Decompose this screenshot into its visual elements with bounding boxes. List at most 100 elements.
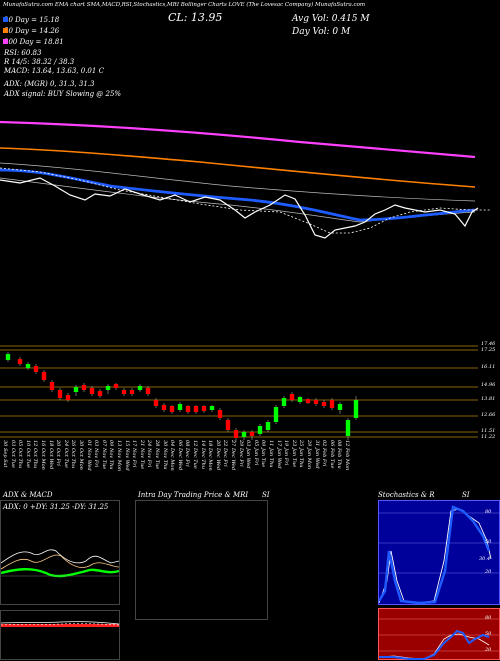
candle-body	[329, 400, 335, 408]
stoch-si-label: SI	[462, 491, 470, 499]
candle-body	[49, 382, 55, 390]
stoch-label: R 14/5: 38.32 / 38.3	[4, 58, 75, 66]
date-tick: 19 Jan Fri	[283, 440, 290, 466]
price-level-6: 12.66	[481, 412, 496, 418]
ema50-label: 50 Day = 14.26	[4, 27, 60, 35]
candle-body	[209, 406, 215, 410]
ema20-swatch	[3, 17, 8, 22]
candle-body	[305, 399, 311, 403]
candle-body	[353, 400, 359, 418]
ema200-label: 200 Day = 18.81	[4, 38, 64, 46]
date-tick: 13 Nov Mon	[116, 440, 122, 472]
price-level-1: 17.46	[481, 341, 496, 347]
date-tick: 22 Dec Fri	[222, 440, 229, 467]
rsi-level-80: 80	[485, 615, 492, 621]
price-line	[0, 177, 479, 239]
adx-panel-title: ADX & MACD	[3, 491, 53, 499]
date-tick: 31 Jan Wed	[313, 440, 320, 469]
candle-body	[321, 402, 327, 406]
date-tick: 23 Jan Tue	[290, 440, 297, 468]
candle-body	[337, 404, 343, 410]
adx-signal-label: ADX signal: BUY Slowing @ 25%	[4, 90, 122, 98]
price-level-4: 14.96	[481, 382, 496, 388]
day-volume: Day Vol: 0 M	[292, 27, 351, 37]
bollinger-upper	[0, 162, 476, 202]
stoch-level-50: 50	[485, 539, 492, 545]
candle-body	[33, 366, 39, 372]
candle-body	[17, 359, 23, 364]
candle-body	[241, 432, 247, 437]
stochastics-lines	[379, 505, 500, 605]
candle-body	[273, 407, 279, 422]
price-level-7: 11.51	[481, 428, 496, 434]
date-tick: 01 Nov Wed	[85, 440, 92, 471]
date-tick: 18 Dec Mon	[207, 440, 214, 471]
ema200-swatch	[3, 39, 8, 44]
price-level-5: 13.81	[481, 396, 496, 402]
intraday-panel	[135, 500, 268, 620]
candle-body	[137, 386, 143, 390]
avg-volume: Avg Vol: 0.415 M	[292, 14, 370, 24]
ema200-line	[0, 120, 476, 159]
candle-body	[65, 395, 71, 400]
rsi-panel: 80 50 20	[378, 608, 500, 660]
date-tick: 17 Jan Wed	[275, 440, 282, 469]
rsi-level-20: 20	[485, 647, 492, 653]
candle-body	[81, 385, 87, 390]
date-tick: 29 Dec Fri	[237, 440, 244, 467]
date-tick: 16 Oct Mon	[40, 440, 46, 470]
close-price: CL: 13.95	[168, 11, 223, 24]
candlesticks	[5, 352, 359, 442]
stoch-level-80: 80	[485, 509, 492, 515]
ema50-swatch	[3, 28, 8, 33]
candle-body	[161, 405, 167, 410]
macd-label: MACD: 13.64, 13.63, 0.01 C	[4, 67, 104, 75]
date-tick: 29 Jan Mon	[306, 440, 312, 470]
date-tick: 04 Dec Mon	[169, 440, 176, 471]
date-tick: 15 Nov Wed	[123, 440, 130, 471]
candle-body	[185, 406, 191, 412]
date-tick: 05 Jan Fri	[252, 440, 259, 466]
date-tick: 20 Dec Wed	[214, 440, 221, 471]
ema20-label: 20 Day = 15.18	[4, 16, 60, 24]
adx-panel: ADX: 0 +DY: 31.25 -DY: 31.25	[0, 500, 120, 605]
date-tick: 30 Oct Mon	[78, 440, 84, 470]
date-tick: 24 Nov Fri	[146, 440, 153, 468]
date-tick: 03 Nov Fri	[93, 440, 100, 468]
date-tick: 10 Oct Tue	[24, 440, 31, 468]
date-tick: 08 Dec Fri	[184, 440, 191, 467]
date-tick: 28 Nov Tue	[154, 440, 160, 470]
date-tick: 30 Sep Sat	[2, 440, 8, 468]
candle-body	[89, 388, 95, 394]
date-tick: 21 Nov Tue	[138, 440, 145, 470]
date-tick: 17 Nov Fri	[131, 440, 138, 468]
adx-label: ADX: (MGR) 0, 31.3, 31.3	[4, 80, 95, 88]
macd-panel	[0, 610, 120, 660]
date-tick: 20 Oct Fri	[55, 440, 62, 466]
intraday-si-label: SI	[262, 491, 270, 499]
date-tick: 25 Jan Thu	[298, 440, 305, 468]
stochastics-panel: 80 50 20 30.4	[378, 500, 500, 605]
price-grid	[0, 345, 478, 438]
adx-values: ADX: 0 +DY: 31.25 -DY: 31.25	[3, 503, 109, 511]
date-tick: 06 Dec Wed	[176, 440, 183, 471]
candle-body	[97, 391, 103, 396]
date-tick: 05 Oct Thu	[17, 440, 24, 469]
candle-body	[193, 406, 199, 412]
date-tick: 06 Feb Tue	[328, 440, 335, 469]
candle-body	[129, 390, 135, 394]
rsi-lines	[379, 618, 500, 660]
price-level-8: 11.22	[481, 434, 496, 440]
candle-body	[265, 422, 271, 430]
candle-body	[313, 400, 319, 404]
candle-body	[217, 410, 223, 418]
signal-dashed-line	[0, 167, 490, 234]
date-tick: 08 Feb Thu	[336, 440, 343, 469]
candle-body	[345, 420, 351, 436]
header-top-line: MunafaSutra.com EMA chart SMA,MACD,RSI,S…	[3, 2, 366, 8]
candle-body	[233, 430, 239, 438]
date-tick: 07 Nov Tue	[100, 440, 107, 470]
candle-body	[153, 400, 159, 406]
date-tick: 14 Dec Thu	[199, 440, 206, 470]
candle-body	[57, 390, 63, 398]
